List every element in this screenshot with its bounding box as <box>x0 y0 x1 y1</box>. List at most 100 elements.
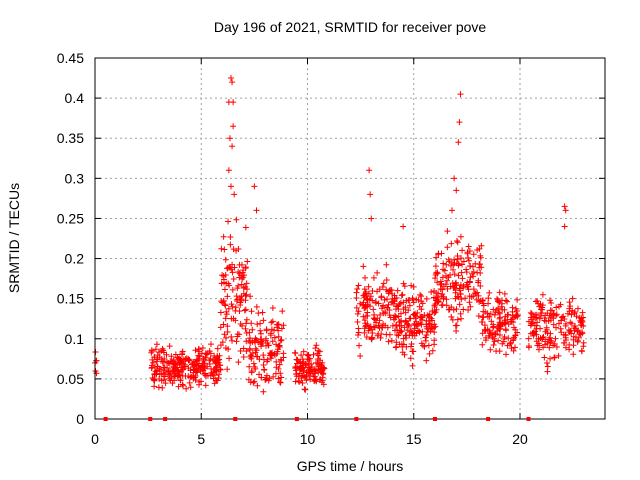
data-point <box>445 274 452 281</box>
data-point <box>183 385 190 392</box>
data-point <box>490 335 497 342</box>
data-point <box>410 348 417 355</box>
data-point <box>418 317 425 324</box>
data-point <box>236 270 243 277</box>
data-point <box>206 360 213 367</box>
data-point <box>237 347 244 354</box>
x-tick-label: 10 <box>300 431 316 447</box>
data-point <box>536 315 543 322</box>
data-point <box>247 379 254 386</box>
data-point <box>159 345 166 352</box>
data-point <box>361 294 368 301</box>
data-point <box>447 283 454 290</box>
data-point <box>249 326 256 333</box>
data-point <box>401 351 408 358</box>
data-point <box>432 275 439 282</box>
data-point <box>466 299 473 306</box>
data-point <box>401 283 408 290</box>
data-point <box>393 294 400 301</box>
data-point <box>450 266 457 273</box>
data-point <box>370 274 377 281</box>
data-point <box>280 322 287 329</box>
data-point <box>222 256 229 263</box>
data-point <box>199 345 206 352</box>
data-point <box>354 318 361 325</box>
data-point <box>220 276 227 283</box>
data-point <box>377 311 384 318</box>
zero-marker <box>433 417 437 421</box>
x-tick-label: 15 <box>406 431 422 447</box>
data-point <box>246 335 253 342</box>
data-point <box>470 273 477 280</box>
data-point <box>182 358 189 365</box>
data-point <box>257 330 264 337</box>
axis-ticks <box>94 57 605 420</box>
data-point <box>417 320 424 327</box>
y-axis-title: SRMTID / TECUs <box>6 183 22 293</box>
data-point <box>527 330 534 337</box>
data-point <box>444 244 451 251</box>
data-point <box>514 296 521 303</box>
data-point <box>224 323 231 330</box>
data-point <box>155 384 162 391</box>
data-point <box>508 345 515 352</box>
data-point <box>233 338 240 345</box>
data-point <box>479 298 486 305</box>
data-point <box>225 167 232 174</box>
data-point <box>435 298 442 305</box>
data-point <box>150 359 157 366</box>
data-point <box>544 368 551 375</box>
data-point <box>476 298 483 305</box>
data-point <box>225 280 232 287</box>
data-point <box>277 337 284 344</box>
data-point <box>268 326 275 333</box>
data-point <box>368 215 375 222</box>
data-point <box>469 270 476 277</box>
data-point <box>228 315 235 322</box>
data-point <box>475 277 482 284</box>
data-point <box>263 376 270 383</box>
data-point <box>364 321 371 328</box>
data-point <box>307 366 314 373</box>
data-point <box>447 262 454 269</box>
data-point <box>272 370 279 377</box>
data-point <box>270 373 277 380</box>
y-tick-label: 0 <box>76 411 84 427</box>
data-point <box>243 286 250 293</box>
data-point <box>355 332 362 339</box>
data-point <box>258 343 265 350</box>
zero-markers <box>103 417 531 421</box>
data-point <box>409 362 416 369</box>
data-point <box>407 315 414 322</box>
data-point <box>240 285 247 292</box>
data-point <box>257 320 264 327</box>
data-point <box>505 335 512 342</box>
data-point <box>431 341 438 348</box>
data-point <box>238 281 245 288</box>
data-point <box>172 361 179 368</box>
data-point <box>161 373 168 380</box>
data-point <box>394 287 401 294</box>
data-point <box>165 359 172 366</box>
data-point <box>419 328 426 335</box>
data-point <box>398 322 405 329</box>
zero-marker <box>163 417 168 421</box>
data-point <box>545 317 552 324</box>
data-point <box>542 328 549 335</box>
data-point <box>557 325 564 332</box>
data-point <box>378 330 385 337</box>
data-point <box>511 334 518 341</box>
x-tick-label: 20 <box>512 431 528 447</box>
data-point <box>226 355 233 362</box>
data-point <box>424 312 431 319</box>
data-point <box>537 325 544 332</box>
data-point <box>274 324 281 331</box>
data-point <box>253 303 260 310</box>
data-point <box>541 354 548 361</box>
data-point <box>227 233 234 240</box>
data-point <box>355 325 362 332</box>
data-point <box>398 292 405 299</box>
data-point <box>551 354 558 361</box>
data-point <box>452 289 459 296</box>
data-point <box>307 376 314 383</box>
